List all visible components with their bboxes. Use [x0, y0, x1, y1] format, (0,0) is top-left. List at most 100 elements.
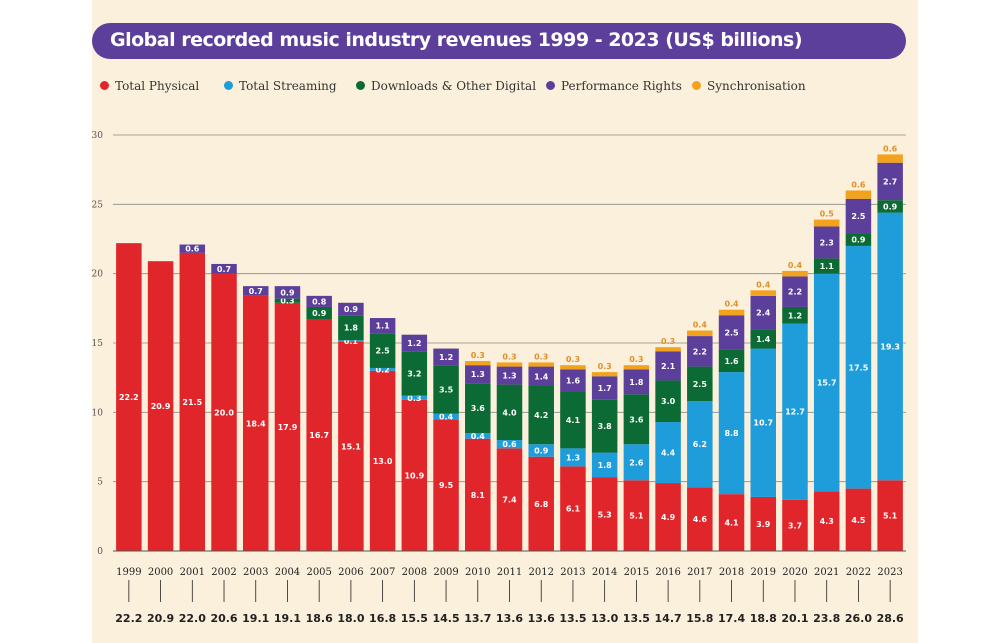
bar-segment: [813, 219, 840, 227]
bar-segment: [274, 302, 301, 551]
data-label: 1.3: [471, 370, 485, 379]
chart-title-bar: Global recorded music industry revenues …: [92, 23, 906, 59]
bar-segment: [496, 448, 523, 551]
bar-segment: [655, 347, 681, 352]
bar-segment: [369, 333, 396, 368]
data-label: 0.4: [471, 432, 486, 441]
data-label: 4.2: [534, 411, 548, 420]
bar-segment: [750, 348, 777, 497]
data-label: 2.6: [629, 458, 644, 467]
data-label: 0.3: [407, 394, 421, 403]
total-label: 17.4: [718, 612, 745, 625]
bar-segment: [465, 438, 491, 551]
bar-segment: [433, 419, 459, 551]
bar-segment: [369, 318, 396, 334]
x-tick-label: 2011: [497, 567, 522, 578]
bar-segment: [687, 487, 713, 551]
bar-segment: [179, 252, 206, 551]
bar-segment: [718, 309, 745, 316]
legend-item: Synchronisation: [692, 79, 806, 93]
data-label: 8.8: [724, 429, 739, 438]
bar-segment: [211, 263, 237, 274]
data-label: 4.6: [693, 515, 708, 524]
bar-segment: [401, 351, 428, 396]
total-label: 13.6: [528, 612, 555, 625]
data-label: 15.1: [341, 442, 361, 451]
data-label: 2.2: [788, 288, 802, 297]
bar-segment: [591, 477, 618, 551]
x-tick-label: 2003: [243, 567, 268, 578]
total-label: 28.6: [877, 612, 904, 625]
data-label: 0.7: [249, 287, 263, 296]
data-label: 1.2: [788, 311, 802, 320]
bar-segment: [623, 365, 650, 370]
total-label: 20.6: [210, 612, 237, 625]
x-tick-label: 2015: [624, 567, 649, 578]
bar-segment: [782, 323, 808, 500]
data-label: 8.1: [471, 491, 486, 500]
bar-segment: [655, 380, 681, 423]
legend-label: Total Streaming: [239, 79, 337, 93]
x-tick-label: 2007: [370, 567, 395, 578]
bar-segment: [813, 258, 840, 274]
bar-segment: [306, 319, 332, 551]
legend-label: Total Physical: [115, 79, 200, 93]
legend-label: Downloads & Other Digital: [371, 79, 537, 93]
data-label: 2.5: [724, 329, 739, 338]
data-label: 1.6: [566, 376, 581, 385]
data-label: 3.5: [439, 385, 454, 394]
data-label: 0.3: [502, 352, 516, 361]
legend-swatch: [224, 81, 233, 90]
x-tick-label: 2016: [655, 567, 680, 578]
bar-segment: [750, 290, 777, 296]
data-label: 0.3: [534, 352, 548, 361]
data-label: 4.9: [661, 513, 676, 522]
bar-segment: [528, 362, 554, 367]
bar-segment: [718, 372, 745, 495]
bar-segment: [750, 295, 777, 330]
bar-segment: [718, 315, 745, 350]
bar-segment: [560, 369, 586, 392]
data-label: 21.5: [182, 398, 202, 407]
bar-segment: [242, 286, 269, 296]
y-tick-label: 0: [97, 547, 103, 557]
data-label: 1.4: [534, 372, 549, 381]
legend-swatch: [100, 81, 109, 90]
data-label: 1.3: [566, 453, 580, 462]
x-tick-label: 2021: [814, 567, 839, 578]
data-label: 0.4: [724, 300, 739, 309]
bar-segment: [591, 372, 618, 377]
total-label: 18.0: [337, 612, 364, 625]
bar-segment: [496, 362, 523, 367]
y-tick-label: 15: [92, 339, 104, 349]
x-tick-label: 2008: [402, 567, 427, 578]
data-label: 0.4: [693, 321, 708, 330]
chart-title: Global recorded music industry revenues …: [110, 29, 803, 51]
data-label: 2.5: [851, 212, 866, 221]
data-label: 1.1: [376, 322, 391, 331]
data-label: 0.3: [566, 355, 580, 364]
bar-segment: [274, 286, 301, 299]
data-label: 0.9: [312, 309, 327, 318]
bar-segment: [813, 273, 840, 492]
bar-segment: [623, 480, 650, 551]
bar-segment: [591, 452, 618, 478]
x-tick-label: 2009: [433, 567, 458, 578]
data-label: 4.4: [661, 449, 676, 458]
bar-segment: [845, 233, 872, 246]
data-label: 3.6: [629, 415, 644, 424]
bar-segment: [147, 261, 174, 551]
legend-item: Downloads & Other Digital: [356, 79, 536, 93]
data-label: 9.5: [439, 481, 454, 490]
bar-segment: [655, 422, 681, 484]
bar-segment: [528, 366, 554, 386]
x-tick-label: 2000: [148, 567, 173, 578]
x-tick-label: 2013: [560, 567, 585, 578]
data-label: 0.1: [344, 337, 359, 346]
total-label: 15.5: [401, 612, 428, 625]
data-label: 4.0: [502, 408, 517, 417]
total-label: 13.7: [464, 612, 491, 625]
data-label: 6.8: [534, 500, 549, 509]
bar-segment: [369, 370, 396, 551]
